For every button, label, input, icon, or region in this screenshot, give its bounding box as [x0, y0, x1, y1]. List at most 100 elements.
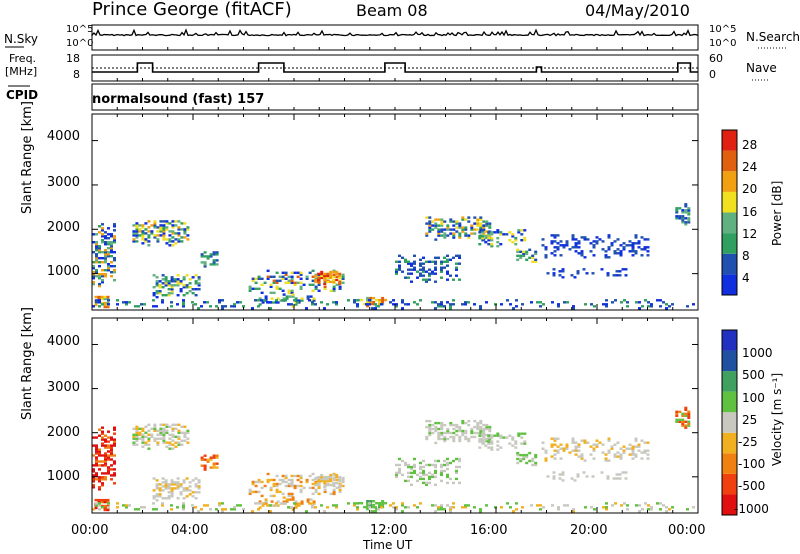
power-echo-cell [360, 298, 364, 302]
power-echo-cell [284, 281, 288, 284]
velocity-echo-cell [320, 504, 323, 507]
power-echo-cell [182, 305, 185, 308]
velocity-echo-cell [656, 502, 659, 505]
power-echo-cell [395, 272, 398, 275]
noise-panel-frame [91, 24, 699, 51]
velocity-echo-cell [135, 439, 139, 442]
velocity-echo-cell [155, 499, 159, 502]
power-echo-cell [470, 226, 474, 229]
power-echo-cell [290, 275, 294, 278]
velocity-echo-cell [170, 483, 174, 486]
power-echo-cell [622, 248, 626, 251]
velocity-echo-cell [687, 412, 691, 415]
power-echo-cell [520, 233, 524, 236]
velocity-echo-cell [440, 431, 444, 435]
velocity-echo-cell [317, 486, 321, 490]
power-echo-cell [563, 301, 566, 304]
velocity-echo-cell [467, 419, 471, 423]
velocity-echo-cell [440, 504, 443, 507]
power-echo-cell [476, 224, 480, 227]
velocity-echo-cell [197, 485, 201, 488]
power-echo-cell [269, 285, 273, 288]
power-echo-cell [332, 289, 336, 292]
power-echo-cell [141, 234, 145, 237]
power-echo-cell [332, 285, 336, 288]
velocity-echo-cell [419, 477, 422, 481]
power-echo-cell [485, 224, 489, 227]
velocity-echo-cell [161, 489, 165, 492]
velocity-echo-cell [294, 506, 298, 509]
power-echo-cell [260, 277, 264, 280]
velocity-echo-cell [95, 458, 98, 461]
velocity-echo-cell [293, 486, 297, 490]
velocity-echo-cell [200, 456, 204, 459]
velocity-echo-cell [314, 483, 318, 487]
velocity-echo-cell [434, 471, 437, 475]
power-echo-cell [186, 238, 190, 241]
power-echo-cell [183, 228, 187, 231]
velocity-echo-cell [467, 423, 471, 427]
power-echo-cell [135, 236, 139, 239]
power-echo-cell [177, 232, 181, 235]
power-echo-cell [107, 303, 110, 306]
velocity-echo-cell [481, 432, 485, 435]
power-echo-cell [212, 261, 216, 264]
power-echo-cell [212, 259, 216, 262]
power-echo-cell [92, 265, 95, 268]
power-echo-cell [326, 303, 329, 306]
velocity-echo-cell [592, 449, 596, 452]
power-echo-cell [516, 250, 520, 253]
power-echo-cell [98, 257, 101, 260]
velocity-echo-cell [110, 478, 113, 481]
velocity-echo-cell [638, 504, 641, 507]
velocity-echo-cell [281, 502, 284, 505]
velocity-echo-cell [531, 457, 535, 461]
xtick-3: 12:00 [370, 523, 408, 538]
velocity-echo-cell [141, 427, 145, 430]
velocity-echo-cell [634, 453, 638, 456]
power-echo-cell [266, 301, 269, 304]
power-echo-cell [556, 234, 560, 237]
velocity-echo-cell [159, 429, 163, 432]
power-echo-cell [512, 307, 515, 310]
velocity-echo-cell [607, 451, 611, 454]
power-echo-cell [437, 303, 440, 306]
power-echo-cell [443, 305, 446, 308]
power-echo-cell [647, 301, 650, 304]
power-echo-cell [92, 282, 95, 286]
velocity-echo-cell [176, 497, 180, 500]
velocity-echo-cell [167, 497, 171, 500]
velocity-echo-cell [332, 488, 336, 492]
velocity-echo-cell [416, 473, 419, 477]
power-echo-cell [92, 271, 95, 274]
velocity-echo-cell [200, 458, 204, 461]
power-echo-cell [517, 231, 521, 234]
velocity-echo-cell [461, 431, 465, 435]
velocity-echo-cell [437, 435, 441, 439]
power-echo-cell [372, 296, 376, 300]
velocity-echo-cell [637, 443, 641, 446]
power-echo-cell [275, 271, 279, 274]
power-echo-cell [428, 260, 431, 263]
velocity-echo-cell [488, 425, 492, 429]
power-echo-cell [431, 272, 434, 275]
power-echo-cell [182, 299, 185, 302]
power-echo-cell [619, 244, 623, 247]
velocity-echo-cell [519, 457, 523, 461]
power-echo-cell [687, 213, 691, 216]
power-echo-cell [176, 303, 179, 306]
power-echo-cell [296, 301, 299, 304]
velocity-echo-cell [156, 441, 160, 444]
velocity-echo-cell [449, 506, 452, 509]
power-echo-cell [395, 268, 398, 271]
power-echo-cell [281, 271, 285, 274]
power-echo-cell [141, 230, 145, 233]
power-echo-cell [101, 229, 104, 232]
power-echo-cell [687, 219, 691, 222]
velocity-echo-cell [311, 506, 314, 509]
freq-units-label: [MHz] [5, 65, 38, 78]
freq-label: Freq. [9, 52, 37, 65]
velocity-echo-cell [602, 506, 605, 509]
power-echo-cell [437, 230, 441, 233]
